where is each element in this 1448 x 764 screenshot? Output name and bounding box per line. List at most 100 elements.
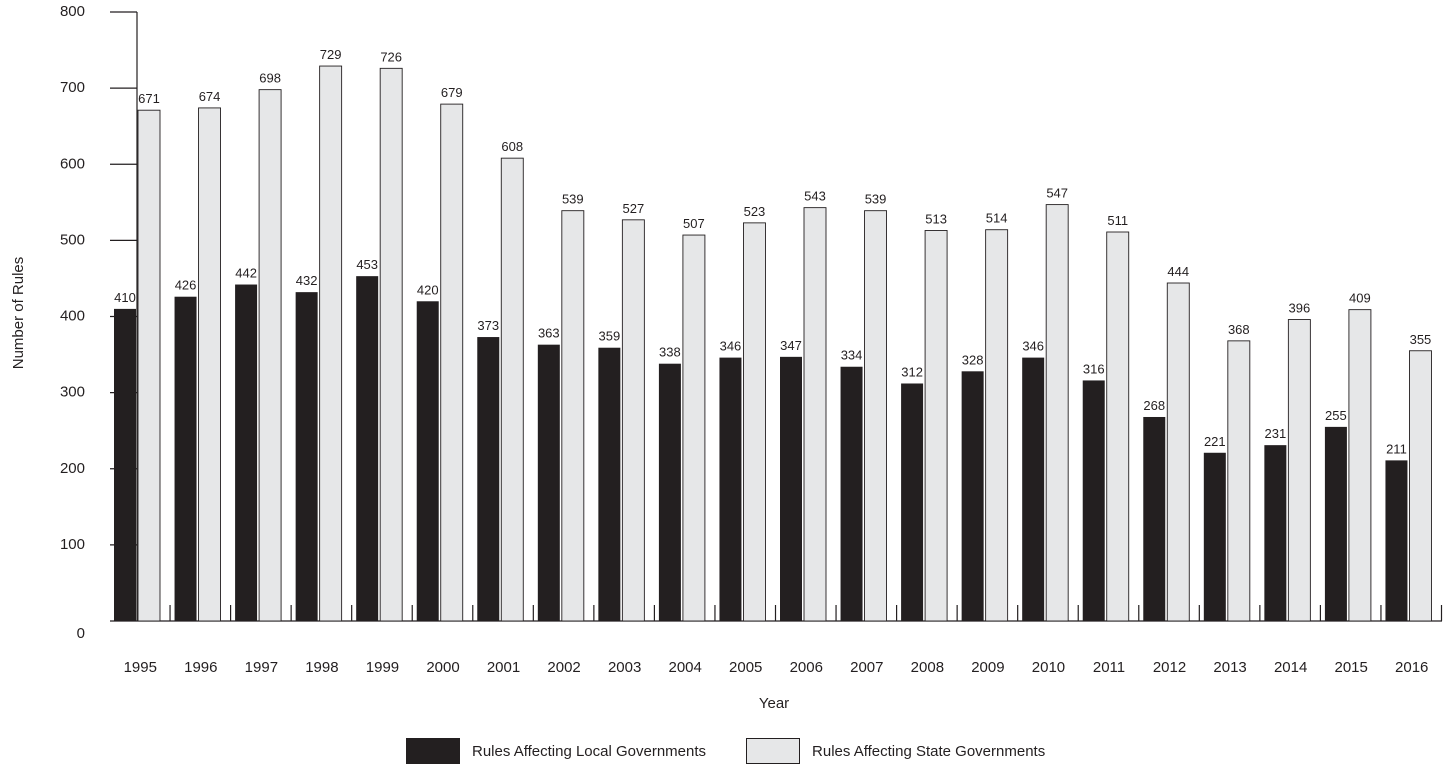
- bar-local: [537, 344, 560, 621]
- data-label-state: 444: [1167, 264, 1189, 279]
- bar-state: [1106, 231, 1130, 622]
- bar-local: [295, 292, 318, 621]
- bar-state: [1409, 350, 1432, 622]
- data-labels: 410 426 442 432 453 420 373 363 359 338 346 347 334 3…: [114, 47, 1431, 456]
- bar-state: [1348, 309, 1372, 622]
- bar-local: [1264, 445, 1287, 621]
- data-label-state: 527: [623, 201, 645, 216]
- data-label-local: 231: [1265, 426, 1287, 441]
- y-tick-label: 500: [60, 231, 85, 248]
- data-label-local: 312: [901, 364, 923, 379]
- bar-state: [985, 229, 1009, 622]
- legend-label-state: Rules Affecting State Governments: [812, 742, 1046, 760]
- data-label-local: 338: [659, 345, 681, 360]
- x-tick-label: 1997: [245, 659, 278, 676]
- bar-local: [901, 383, 924, 621]
- legend-item-local: Rules Affecting Local Governments: [406, 738, 706, 764]
- y-tick-label: 100: [60, 536, 85, 553]
- bar-state: [561, 210, 585, 622]
- data-label-state: 523: [744, 204, 766, 219]
- data-label-local: 328: [962, 352, 984, 367]
- y-tick-label: 200: [60, 460, 85, 477]
- bar-state: [621, 219, 645, 622]
- bar-local: [174, 296, 197, 621]
- data-label-state: 608: [501, 139, 523, 154]
- data-label-local: 453: [356, 257, 378, 272]
- data-label-local: 316: [1083, 361, 1105, 376]
- data-label-local: 373: [477, 318, 499, 333]
- data-label-state: 674: [199, 89, 221, 104]
- legend-swatch-state: [746, 738, 801, 764]
- data-label-state: 547: [1046, 186, 1068, 201]
- data-label-local: 442: [235, 266, 257, 281]
- bar-local: [477, 337, 500, 621]
- legend-item-state: Rules Affecting State Governments: [746, 738, 1045, 764]
- legend: Rules Affecting Local Governments Rules …: [406, 738, 1045, 764]
- bar-local: [235, 284, 258, 621]
- data-label-state: 355: [1410, 332, 1432, 347]
- bar-state: [743, 222, 766, 622]
- data-label-local: 334: [841, 348, 863, 363]
- y-tick-label: 600: [60, 155, 85, 172]
- data-label-state: 511: [1107, 213, 1128, 228]
- bar-state: [319, 65, 343, 622]
- bar-local: [1203, 452, 1226, 621]
- bar-local: [598, 347, 621, 621]
- x-tick-label: 2006: [790, 659, 823, 676]
- bar-local: [840, 366, 863, 621]
- bar-local: [658, 363, 681, 621]
- x-tick-label: 1995: [124, 659, 157, 676]
- y-axis: 0 100 200 300 400 500 600 700 800: [60, 3, 138, 642]
- data-label-state: 514: [986, 211, 1008, 226]
- bar-local: [780, 356, 802, 621]
- bar-local: [114, 308, 136, 621]
- data-label-local: 346: [1022, 339, 1044, 354]
- bar-local: [1385, 460, 1408, 621]
- data-label-state: 409: [1349, 291, 1371, 306]
- legend-swatch-local: [406, 738, 460, 764]
- data-label-local: 363: [538, 326, 560, 341]
- bar-local: [719, 357, 742, 621]
- data-label-local: 426: [175, 278, 197, 293]
- x-tick-label: 2004: [668, 659, 701, 676]
- data-label-state: 513: [925, 211, 947, 226]
- bar-local: [356, 276, 379, 621]
- x-tick-label: 2014: [1274, 659, 1307, 676]
- y-tick-label: 0: [77, 625, 85, 642]
- y-axis-title: Number of Rules: [10, 257, 27, 370]
- x-tick-label: 2011: [1093, 659, 1125, 676]
- x-tick-label: 2013: [1213, 659, 1246, 676]
- y-tick-label: 800: [60, 3, 85, 20]
- data-label-local: 346: [720, 339, 742, 354]
- bar-state: [1287, 319, 1311, 622]
- y-tick-label: 700: [60, 79, 85, 96]
- data-label-local: 221: [1204, 434, 1226, 449]
- bar-state: [198, 107, 221, 622]
- x-tick-label: 2008: [911, 659, 944, 676]
- x-tick-label: 1998: [305, 659, 338, 676]
- x-axis-title: Year: [759, 695, 789, 712]
- bar-local: [1022, 357, 1045, 621]
- bar-local: [1143, 416, 1166, 621]
- data-label-local: 420: [417, 282, 439, 297]
- bar-state: [1166, 282, 1190, 622]
- bar-state: [864, 210, 887, 622]
- data-label-state: 368: [1228, 322, 1250, 337]
- bar-state: [1227, 340, 1251, 622]
- x-tick-label: 2001: [487, 659, 520, 676]
- legend-label-local: Rules Affecting Local Governments: [472, 742, 707, 760]
- x-tick-label: 2016: [1395, 659, 1428, 676]
- data-label-state: 726: [380, 49, 402, 64]
- data-label-state: 396: [1289, 301, 1311, 316]
- data-label-local: 255: [1325, 408, 1347, 423]
- bars: [114, 65, 1432, 622]
- bar-state: [500, 157, 524, 622]
- data-label-local: 359: [599, 329, 621, 344]
- data-label-state: 543: [804, 189, 826, 204]
- bar-local: [1082, 380, 1105, 621]
- x-tick-label: 2012: [1153, 659, 1186, 676]
- bar-local: [1324, 426, 1347, 621]
- bar-local: [416, 301, 439, 621]
- x-tick-label: 2002: [547, 659, 580, 676]
